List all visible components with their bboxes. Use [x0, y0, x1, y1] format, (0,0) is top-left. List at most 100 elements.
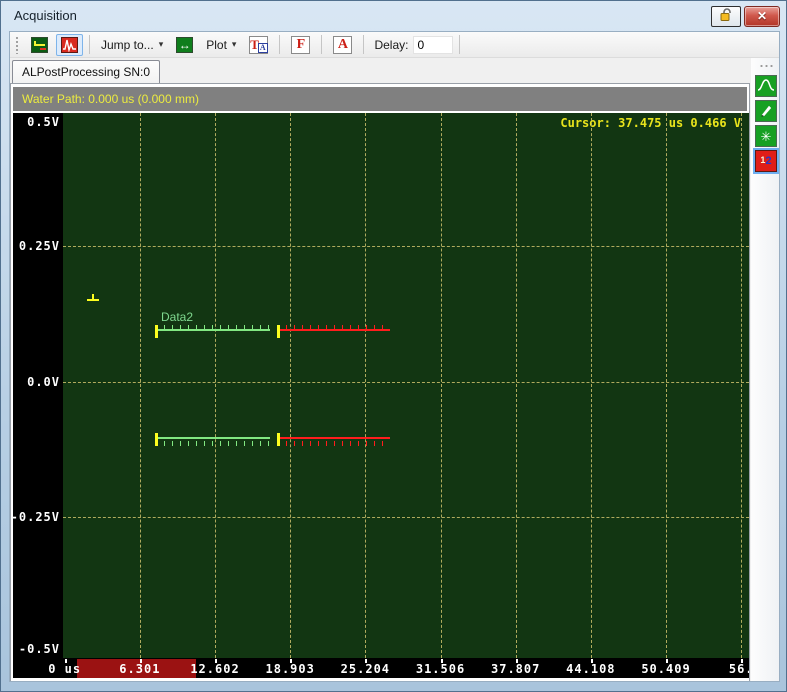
- gate-tick: [235, 325, 237, 330]
- chevron-down-icon: ▾: [231, 39, 237, 49]
- amplitude-button[interactable]: A: [328, 34, 357, 56]
- gate-tick: [179, 325, 181, 330]
- horizontal-gridline: [63, 381, 749, 383]
- plot-label: Plot: [206, 37, 227, 52]
- x-tick-mark: [590, 659, 593, 663]
- right-toolbar-grip[interactable]: [759, 64, 773, 68]
- y-tick-label: 0.5V: [27, 115, 60, 129]
- gate-red-upper: [277, 325, 390, 338]
- window-title: Acquisition: [14, 7, 77, 23]
- gate-tick: [334, 441, 336, 447]
- gate-start-marker: [154, 325, 158, 338]
- horizontal-gridline: [63, 246, 749, 247]
- gate-tick: [243, 441, 245, 447]
- y-tick-label: -0.5V: [18, 642, 60, 656]
- gate-tick: [163, 441, 165, 447]
- x-tick-mark: [64, 659, 67, 663]
- gate-tick: [366, 325, 368, 330]
- water-path-bar: Water Path: 0.000 us (0.000 mm): [13, 87, 747, 111]
- gate-tick: [382, 441, 384, 447]
- y-tick-label: -0.25V: [13, 510, 60, 524]
- x-tick-mark: [741, 659, 744, 663]
- plot-button[interactable]: Plot ▾: [201, 34, 241, 56]
- gate-tick: [179, 441, 181, 447]
- gate-tick: [219, 441, 221, 447]
- lock-button[interactable]: [711, 5, 741, 27]
- gate-tick: [235, 441, 237, 447]
- ascan-curve-button[interactable]: [755, 75, 777, 97]
- toolbar-separator: [459, 35, 461, 54]
- x-tick-mark: [139, 659, 142, 663]
- gate-start-marker: [277, 433, 281, 447]
- tab-alpostprocessing[interactable]: ALPostProcessing SN:0: [12, 60, 161, 83]
- split-half-button[interactable]: 12: [753, 148, 779, 174]
- x-tick-label: 0 us: [48, 662, 82, 676]
- gate-tick: [211, 325, 213, 330]
- y-axis-labels: 0.5V 0.25V 0.0V -0.25V -0.5V: [13, 113, 63, 658]
- x-tick-label: 44.108: [566, 662, 616, 676]
- delay-input[interactable]: [413, 35, 454, 54]
- gate-tick: [310, 441, 312, 447]
- y-tick-label: 0.25V: [18, 239, 60, 253]
- gate-tick: [243, 325, 245, 330]
- x-tick-mark: [515, 659, 518, 663]
- close-button[interactable]: ✕: [744, 5, 780, 27]
- clear-button[interactable]: ✳: [755, 125, 777, 147]
- cursor-readout: Cursor: 37.475 us 0.466 V: [560, 116, 741, 130]
- vertical-gridline: [741, 113, 743, 658]
- gate-tick: [251, 325, 253, 330]
- y-tick-label: 0.0V: [27, 374, 60, 389]
- gate-tick: [227, 441, 229, 447]
- gate-tick: [259, 441, 261, 447]
- vertical-gridline: [139, 113, 141, 658]
- toolbar-grip[interactable]: [15, 35, 20, 54]
- gate-tick: [219, 325, 221, 330]
- vertical-gridline: [365, 113, 367, 658]
- gate-tick: [286, 441, 288, 447]
- vertical-gridline: [290, 113, 292, 658]
- gate-display-button[interactable]: [26, 34, 53, 56]
- ascan-view-button[interactable]: [56, 33, 83, 56]
- ascan-curve-icon: [757, 77, 775, 96]
- x-tick-label: 18.903: [265, 662, 315, 676]
- window-controls: ✕: [711, 5, 780, 27]
- x-axis[interactable]: 0 us 6.301 12.602 18.903 25.204 31.506 37.807 4…: [13, 659, 749, 678]
- tab-strip: ALPostProcessing SN:0: [10, 58, 751, 83]
- edit-button[interactable]: [755, 100, 777, 122]
- letter-a-icon: A: [333, 35, 353, 54]
- gate-tick: [310, 325, 312, 330]
- x-tick-mark: [365, 659, 368, 663]
- gate-red-lower: [277, 433, 390, 447]
- fit-width-icon: ↔: [176, 36, 194, 53]
- toolbar-separator: [321, 35, 323, 54]
- gate-tick: [195, 441, 197, 447]
- horizontal-gridline: [63, 517, 749, 518]
- delay-label: Delay:: [374, 37, 409, 52]
- gate-tick: [350, 441, 352, 447]
- chevron-down-icon: ▾: [158, 39, 164, 49]
- fit-width-button[interactable]: ↔: [171, 34, 198, 56]
- gate-tick: [302, 441, 304, 447]
- x-tick-mark: [290, 659, 293, 663]
- plot-canvas[interactable]: Cursor: 37.475 us 0.466 V Data2: [63, 113, 749, 658]
- jump-to-button[interactable]: Jump to... ▾: [96, 34, 168, 56]
- titlebar[interactable]: Acquisition ✕: [1, 1, 786, 31]
- gate-tick: [318, 325, 320, 330]
- vertical-gridline: [515, 113, 517, 658]
- gate-tick: [267, 441, 269, 447]
- toolbar-separator: [89, 35, 90, 54]
- gate-tick: [358, 325, 360, 330]
- x-tick-label: 6.301: [119, 662, 161, 676]
- vertical-gridline: [666, 113, 668, 658]
- axis-highlight-region: [76, 659, 196, 678]
- unlock-icon: [719, 8, 733, 24]
- gate-tick: [163, 325, 165, 330]
- vertical-gridline: [215, 113, 217, 658]
- gate-tick: [342, 441, 344, 447]
- frequency-button[interactable]: F: [286, 34, 315, 56]
- close-icon: ✕: [756, 9, 768, 23]
- plot-panel: Water Path: 0.000 us (0.000 mm) 0.5V 0.25…: [10, 83, 750, 681]
